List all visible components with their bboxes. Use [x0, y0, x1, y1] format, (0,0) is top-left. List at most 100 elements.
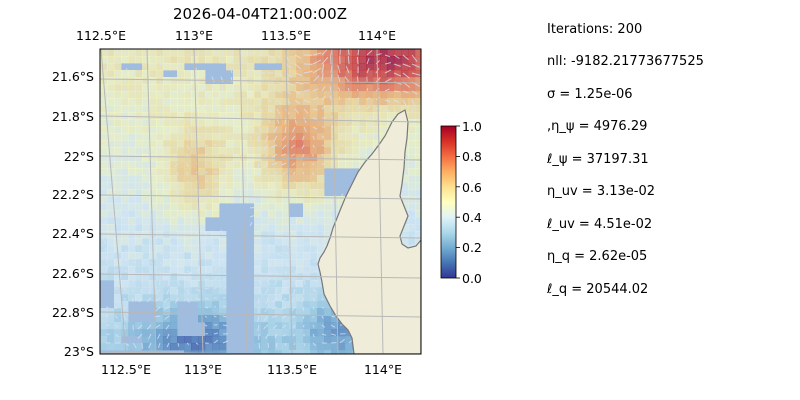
velocity-vector [132, 198, 138, 204]
field-cell [317, 217, 325, 225]
field-cell [338, 196, 346, 204]
field-cell [121, 112, 129, 120]
field-cell [338, 133, 346, 141]
field-cell [121, 49, 129, 57]
field-cell [149, 175, 157, 183]
field-cell [163, 84, 171, 92]
field-cell [359, 119, 367, 127]
field-cell [331, 154, 339, 162]
velocity-vector [140, 288, 143, 294]
meridian [146, 49, 157, 354]
velocity-vector [167, 279, 170, 286]
field-cell [121, 84, 129, 92]
field-cell [310, 308, 318, 316]
velocity-vector [177, 279, 180, 286]
field-cell [352, 63, 360, 71]
field-cell [289, 98, 297, 106]
field-cell [198, 91, 206, 99]
field-cell [114, 210, 122, 218]
field-cell [205, 161, 213, 169]
field-cell [282, 70, 290, 78]
field-cell [296, 70, 304, 78]
field-cell [282, 315, 290, 323]
field-cell [128, 196, 136, 204]
field-cell [261, 252, 269, 260]
field-cell [373, 84, 381, 92]
field-cell [191, 91, 199, 99]
field-cell [163, 63, 171, 71]
field-cell [107, 245, 115, 253]
velocity-vector [222, 324, 228, 327]
field-cell [296, 196, 304, 204]
velocity-vector [263, 162, 269, 168]
velocity-vector [222, 186, 228, 191]
field-cell [352, 70, 360, 78]
field-cell [373, 126, 381, 134]
field-cell [296, 175, 304, 183]
field-cell [135, 238, 143, 246]
field-cell [114, 259, 122, 267]
velocity-vector [294, 117, 297, 124]
field-cell [303, 147, 311, 155]
lon-ticks-top: 112.5°E 113°E 113.5°E 114°E [76, 28, 396, 43]
field-cell [331, 329, 339, 337]
field-cell [289, 133, 297, 141]
field-cell [296, 168, 304, 176]
velocity-vector [186, 135, 189, 142]
field-cell [268, 322, 276, 330]
field-cell [261, 133, 269, 141]
field-cell [324, 140, 332, 148]
velocity-vector [321, 229, 326, 236]
field-cell [359, 140, 367, 148]
field-cell [317, 196, 325, 204]
field-cell [296, 259, 304, 267]
velocity-vector [357, 114, 361, 119]
field-cell [149, 49, 157, 57]
field-cell [268, 126, 276, 134]
field-cell [275, 259, 283, 267]
field-cell [296, 252, 304, 260]
velocity-vector [275, 342, 278, 348]
field-cell [324, 119, 332, 127]
velocity-vector [154, 171, 161, 176]
field-cell [296, 189, 304, 197]
field-cell [345, 140, 353, 148]
field-cell [135, 126, 143, 134]
field-cell [233, 56, 241, 64]
field-cell [163, 210, 171, 218]
velocity-vector [114, 162, 119, 166]
field-cell [275, 56, 283, 64]
velocity-vector [312, 67, 321, 74]
velocity-vector [195, 51, 200, 56]
field-cell [212, 203, 220, 211]
parallel [100, 155, 421, 161]
field-cell [415, 231, 421, 239]
velocity-vector [258, 54, 266, 58]
field-cell [303, 56, 311, 64]
velocity-vector [330, 64, 333, 74]
field-cell [226, 63, 234, 71]
velocity-vector [168, 99, 174, 104]
field-cell [296, 308, 304, 316]
field-cell [170, 161, 178, 169]
field-cell [128, 252, 136, 260]
field-cell [289, 77, 297, 85]
field-cell [142, 287, 150, 295]
field-cell [310, 294, 318, 302]
velocity-vector [222, 135, 226, 137]
field-cell [254, 126, 262, 134]
velocity-vector [267, 108, 273, 113]
velocity-vector [258, 189, 263, 195]
velocity-vector [293, 342, 296, 346]
field-cell [142, 280, 150, 288]
field-cell [100, 182, 108, 190]
field-cell [205, 273, 213, 281]
field-cell [184, 224, 192, 232]
field-cell [212, 140, 220, 148]
velocity-vector [137, 324, 143, 330]
field-cell [282, 231, 290, 239]
field-cell [121, 196, 129, 204]
field-cell [205, 56, 213, 64]
field-cell [114, 315, 122, 323]
field-cell [261, 294, 269, 302]
